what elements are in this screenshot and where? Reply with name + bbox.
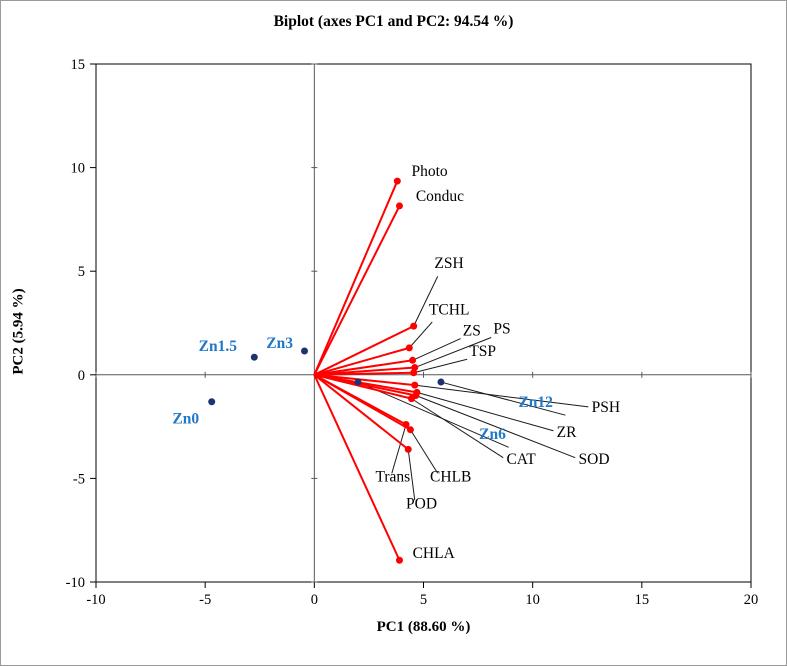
observation-label: Zn1.5 xyxy=(199,338,238,355)
vector-endpoint xyxy=(412,392,420,400)
variable-leader-line xyxy=(413,276,439,327)
vector-endpoint xyxy=(411,381,419,389)
vector-endpoint xyxy=(393,177,401,185)
vector-line xyxy=(314,346,410,376)
observation-label: Zn3 xyxy=(266,335,293,352)
variable-leader-line xyxy=(391,424,407,474)
variable-label: Conduc xyxy=(416,188,464,205)
y-tick-label: -5 xyxy=(73,471,85,487)
variable-leader-line xyxy=(414,384,589,408)
variable-label: CHLB xyxy=(430,469,471,486)
vector-endpoint xyxy=(402,421,410,429)
vector-line xyxy=(314,373,415,387)
x-tick-label: 15 xyxy=(635,592,650,608)
variable-label: CHLA xyxy=(413,545,456,562)
vector-endpoint xyxy=(410,369,418,377)
y-tick-label: 0 xyxy=(78,368,85,384)
vector-line xyxy=(313,373,411,431)
variable-leader-line xyxy=(408,321,433,349)
vector-line xyxy=(313,205,401,376)
vector-line xyxy=(313,180,399,376)
vector-line xyxy=(314,359,413,376)
vector-endpoint xyxy=(405,344,413,352)
vector-endpoint xyxy=(404,445,412,453)
vector-line xyxy=(314,373,417,397)
x-axis-title: PC1 (88.60 %) xyxy=(376,619,471,635)
variable-label: Trans xyxy=(375,469,410,486)
variable-leader-line xyxy=(412,338,461,361)
variable-label: CAT xyxy=(506,451,536,468)
observation-leader-line xyxy=(357,381,509,448)
variable-label: ZS xyxy=(463,322,481,339)
variable-leader-line xyxy=(413,358,468,374)
y-tick-label: 10 xyxy=(71,161,86,177)
variable-label: ZR xyxy=(557,424,577,441)
vector-endpoint xyxy=(410,322,418,330)
observation-point xyxy=(437,378,445,386)
vector-line xyxy=(313,374,409,451)
variable-leader-line xyxy=(409,429,439,474)
vector-endpoint xyxy=(409,356,417,364)
x-tick-label: 5 xyxy=(420,592,427,608)
x-tick-label: 0 xyxy=(311,592,318,608)
x-tick-label: -5 xyxy=(199,592,211,608)
vector-endpoint xyxy=(395,556,403,564)
x-tick-label: 10 xyxy=(525,592,540,608)
y-tick-label: 15 xyxy=(71,57,86,73)
observation-point xyxy=(301,347,309,355)
observation-point xyxy=(208,398,216,406)
observation-label: Zn0 xyxy=(172,410,199,427)
variable-label: ZSH xyxy=(434,255,463,272)
variable-label: TCHL xyxy=(429,302,469,319)
variable-leader-line xyxy=(415,395,576,459)
observation-label: Zn12 xyxy=(518,394,553,411)
x-tick-label: 20 xyxy=(744,592,759,608)
x-tick-label: -10 xyxy=(86,592,105,608)
vector-line xyxy=(313,374,401,561)
chart-title: Biplot (axes PC1 and PC2: 94.54 %) xyxy=(273,13,514,30)
y-tick-label: -10 xyxy=(66,575,85,591)
variable-label: PSH xyxy=(592,399,620,416)
observation-leader-line xyxy=(440,381,566,416)
observation-label: Zn6 xyxy=(479,426,506,443)
variable-label: Photo xyxy=(411,163,447,180)
vector-line xyxy=(314,371,414,376)
observation-point xyxy=(354,378,362,386)
variable-leader-line xyxy=(411,398,504,459)
y-tick-label: 5 xyxy=(78,264,85,280)
observation-point xyxy=(250,353,258,361)
variable-leader-line xyxy=(414,337,492,369)
variable-label: PS xyxy=(493,320,510,337)
vector-endpoint xyxy=(395,202,403,210)
variable-label: SOD xyxy=(579,451,610,468)
vector-endpoint xyxy=(406,426,414,434)
variable-label: POD xyxy=(406,495,437,512)
variable-leader-line xyxy=(407,449,416,501)
variable-label: TSP xyxy=(469,343,496,360)
vector-line xyxy=(313,325,415,376)
variable-leader-line xyxy=(416,391,554,432)
